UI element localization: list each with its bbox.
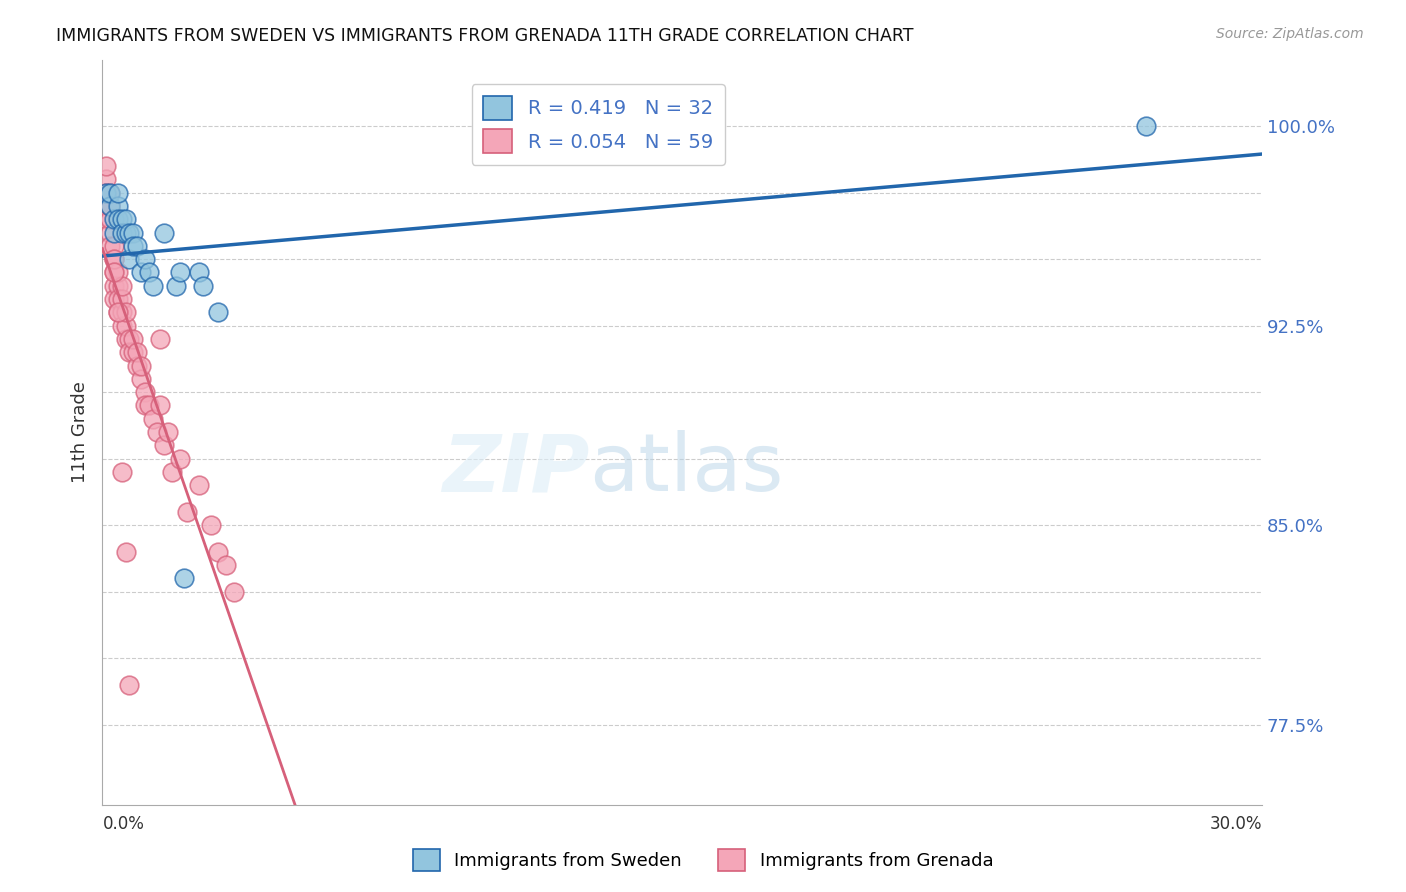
Point <box>96 199 118 213</box>
Point <box>153 438 176 452</box>
Point <box>96 186 118 200</box>
Point <box>103 212 125 227</box>
Point <box>114 332 136 346</box>
Point <box>153 226 176 240</box>
Text: IMMIGRANTS FROM SWEDEN VS IMMIGRANTS FROM GRENADA 11TH GRADE CORRELATION CHART: IMMIGRANTS FROM SWEDEN VS IMMIGRANTS FRO… <box>56 27 914 45</box>
Point <box>107 278 129 293</box>
Point <box>103 278 125 293</box>
Point <box>200 518 222 533</box>
Point <box>114 212 136 227</box>
Point <box>122 226 145 240</box>
Point <box>107 212 129 227</box>
Point <box>138 399 160 413</box>
Point <box>114 318 136 333</box>
Point <box>96 159 118 173</box>
Point <box>134 252 156 267</box>
Point <box>98 199 121 213</box>
Text: 0.0%: 0.0% <box>103 815 145 833</box>
Point <box>145 425 167 439</box>
Point <box>103 226 125 240</box>
Point <box>107 305 129 319</box>
Text: ZIP: ZIP <box>441 430 589 508</box>
Point <box>188 265 211 279</box>
Point <box>149 399 172 413</box>
Point <box>107 292 129 306</box>
Point <box>142 278 165 293</box>
Point <box>134 385 156 400</box>
Text: atlas: atlas <box>589 430 783 508</box>
Point <box>96 172 118 186</box>
Point <box>96 186 118 200</box>
Point <box>111 278 134 293</box>
Point <box>114 305 136 319</box>
Point <box>98 199 121 213</box>
Text: Source: ZipAtlas.com: Source: ZipAtlas.com <box>1216 27 1364 41</box>
Point <box>111 305 134 319</box>
Point <box>1135 119 1157 133</box>
Point <box>129 372 152 386</box>
Y-axis label: 11th Grade: 11th Grade <box>72 381 89 483</box>
Point <box>165 278 187 293</box>
Point <box>129 359 152 373</box>
Point <box>103 252 125 267</box>
Point <box>138 265 160 279</box>
Point <box>98 199 121 213</box>
Point <box>118 252 141 267</box>
Point <box>129 265 152 279</box>
Point <box>118 345 141 359</box>
Point <box>98 226 121 240</box>
Point <box>114 226 136 240</box>
Point <box>98 186 121 200</box>
Point <box>215 558 238 573</box>
Point <box>103 252 125 267</box>
Point <box>207 545 229 559</box>
Point <box>118 226 141 240</box>
Point <box>122 345 145 359</box>
Point <box>127 345 149 359</box>
Point <box>191 278 214 293</box>
Point <box>111 212 134 227</box>
Point <box>103 292 125 306</box>
Point <box>207 305 229 319</box>
Point <box>176 505 198 519</box>
Point <box>118 332 141 346</box>
Point <box>169 451 191 466</box>
Point <box>107 199 129 213</box>
Point <box>111 292 134 306</box>
Point <box>107 305 129 319</box>
Point <box>111 318 134 333</box>
Point <box>98 186 121 200</box>
Point <box>96 186 118 200</box>
Point <box>142 411 165 425</box>
Point <box>157 425 180 439</box>
Point <box>111 226 134 240</box>
Point <box>96 212 118 227</box>
Point <box>127 359 149 373</box>
Point <box>103 239 125 253</box>
Point <box>103 265 125 279</box>
Point <box>103 265 125 279</box>
Legend: R = 0.419   N = 32, R = 0.054   N = 59: R = 0.419 N = 32, R = 0.054 N = 59 <box>471 84 725 165</box>
Point <box>122 239 145 253</box>
Point <box>169 265 191 279</box>
Point <box>114 545 136 559</box>
Point <box>118 678 141 692</box>
Text: 30.0%: 30.0% <box>1209 815 1263 833</box>
Point <box>111 465 134 479</box>
Point <box>98 212 121 227</box>
Point <box>160 465 183 479</box>
Point <box>222 584 245 599</box>
Point <box>188 478 211 492</box>
Point <box>173 571 195 585</box>
Point <box>98 239 121 253</box>
Point <box>107 265 129 279</box>
Point <box>134 399 156 413</box>
Point <box>127 239 149 253</box>
Point <box>122 332 145 346</box>
Point <box>149 332 172 346</box>
Point <box>107 186 129 200</box>
Legend: Immigrants from Sweden, Immigrants from Grenada: Immigrants from Sweden, Immigrants from … <box>405 842 1001 879</box>
